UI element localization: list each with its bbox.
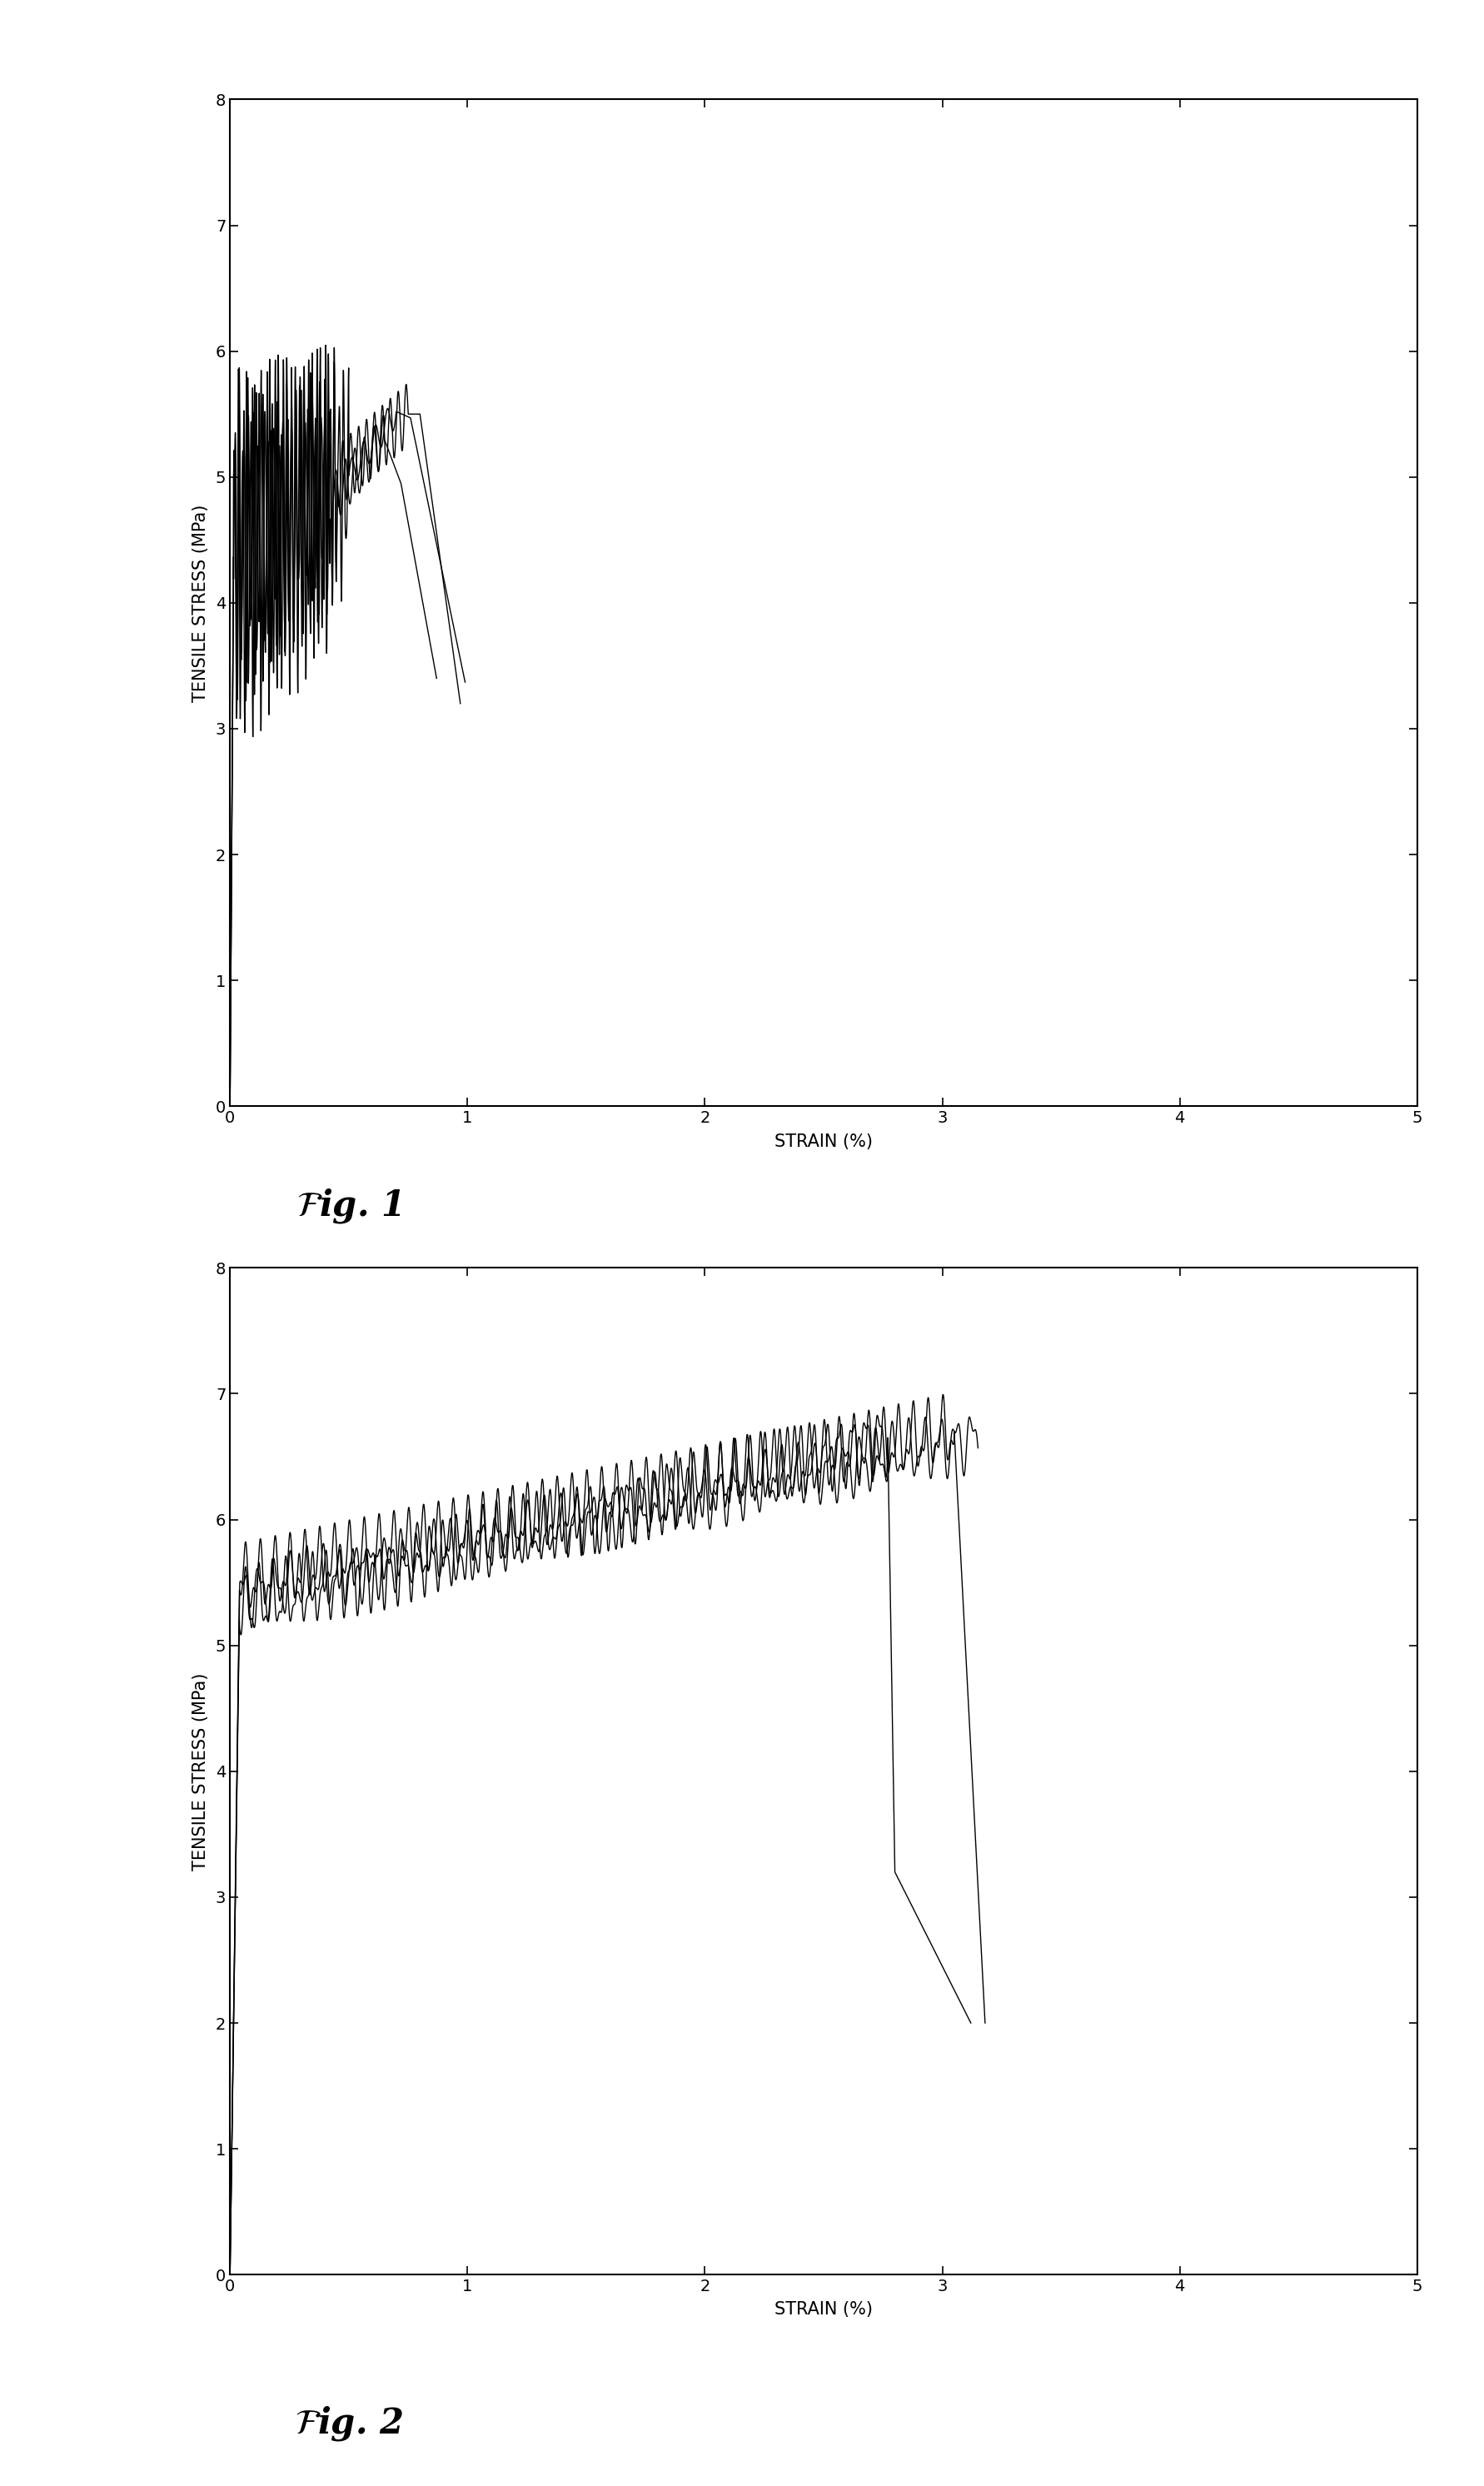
Y-axis label: TENSILE STRESS (MPa): TENSILE STRESS (MPa) [191, 1673, 209, 1869]
X-axis label: STRAIN (%): STRAIN (%) [775, 2302, 873, 2317]
Text: $\mathcal{F}$ig. 2: $\mathcal{F}$ig. 2 [294, 2404, 404, 2444]
Text: $\mathcal{F}$ig. 1: $\mathcal{F}$ig. 1 [297, 1186, 401, 1226]
Y-axis label: TENSILE STRESS (MPa): TENSILE STRESS (MPa) [191, 505, 209, 701]
X-axis label: STRAIN (%): STRAIN (%) [775, 1134, 873, 1149]
